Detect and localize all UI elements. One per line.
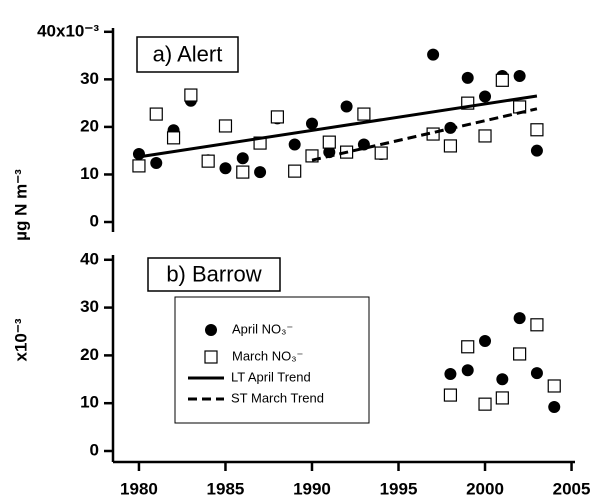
point — [478, 397, 492, 411]
panel-title: b) Barrow — [166, 261, 261, 286]
point — [530, 123, 544, 137]
point — [254, 166, 267, 179]
point — [149, 107, 163, 121]
y-tick-label: 20 — [80, 116, 99, 135]
x-tick-label: 2005 — [553, 479, 591, 498]
point — [340, 100, 353, 113]
point — [132, 148, 145, 161]
point — [166, 131, 181, 145]
point — [495, 73, 509, 87]
legend-label: April NO₃⁻ — [232, 321, 293, 336]
point — [288, 138, 301, 151]
point — [496, 373, 509, 386]
point — [479, 335, 492, 348]
point — [236, 165, 250, 179]
x-tick-label: 1985 — [207, 479, 245, 498]
y-tick-label: 10 — [80, 393, 99, 412]
point — [270, 110, 284, 124]
y-tick-label: 10 — [80, 164, 99, 183]
point — [479, 90, 492, 103]
point — [288, 164, 302, 178]
trend-line — [138, 94, 538, 159]
y-tick-label: 30 — [80, 297, 99, 316]
point — [530, 144, 543, 157]
point — [513, 312, 526, 325]
legend-symbol — [204, 350, 218, 364]
point — [201, 154, 215, 168]
point — [443, 139, 458, 153]
x-tick-label: 1980 — [120, 479, 158, 498]
point — [495, 391, 509, 405]
point — [219, 162, 232, 175]
legend-label: March NO₃⁻ — [232, 348, 303, 363]
point — [218, 119, 233, 133]
point — [530, 318, 544, 332]
panel-title: a) Alert — [153, 41, 223, 66]
y-tick-label: 40x10⁻³ — [37, 21, 99, 40]
point — [530, 367, 543, 380]
legend-label: ST March Trend — [231, 390, 324, 405]
point — [513, 347, 527, 361]
point — [184, 88, 198, 102]
y-axis-label: x10⁻³ — [11, 318, 30, 361]
legend-label: LT April Trend — [231, 369, 311, 384]
y-tick-label: 20 — [80, 345, 99, 364]
legend-symbol — [205, 324, 217, 336]
y-axis-label: µg N m⁻³ — [11, 169, 30, 241]
point — [357, 107, 371, 121]
point — [322, 135, 336, 149]
title-box — [147, 257, 281, 292]
point — [236, 152, 249, 165]
point — [513, 70, 526, 83]
y-tick-label: 0 — [90, 211, 99, 230]
point — [461, 340, 475, 354]
y-tick-label: 0 — [90, 440, 99, 459]
point — [374, 146, 388, 160]
x-tick-label: 1995 — [380, 479, 418, 498]
point — [461, 364, 474, 377]
point — [461, 71, 474, 84]
point — [547, 379, 561, 393]
x-tick-label: 1990 — [293, 479, 331, 498]
point — [444, 368, 457, 381]
y-tick-label: 40 — [80, 249, 99, 268]
x-tick-label: 2000 — [466, 479, 504, 498]
trend-line — [311, 107, 538, 162]
y-tick-label: 30 — [80, 69, 99, 88]
title-box — [136, 36, 239, 73]
point — [443, 388, 458, 402]
point — [478, 129, 492, 143]
point — [150, 157, 163, 170]
point — [305, 117, 318, 130]
point — [132, 159, 146, 173]
point — [548, 401, 561, 414]
point — [427, 48, 440, 61]
